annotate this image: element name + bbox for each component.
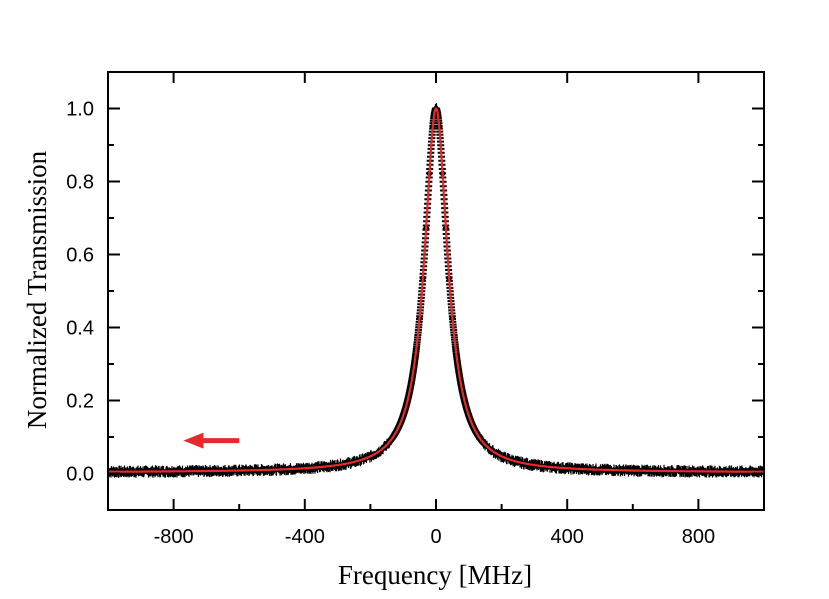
x-axis-title: Frequency [MHz] xyxy=(338,560,532,590)
y-tick-label: 0.4 xyxy=(66,318,94,340)
x-tick-label: -400 xyxy=(285,526,325,548)
axes-layer: -800 -400 0 400 800 0.0 0.2 0.4 0.6 0.8 1.0 xyxy=(66,71,765,548)
annotation-arrow-head xyxy=(183,432,204,449)
x-tick-label: 400 xyxy=(551,526,584,548)
x-tick-label: 0 xyxy=(430,526,441,548)
data-layer xyxy=(108,103,764,478)
measured-data-band xyxy=(108,103,764,478)
y-tick-label: 0.6 xyxy=(66,245,94,267)
x-tick-label: 800 xyxy=(682,526,715,548)
y-tick-label: 1.0 xyxy=(66,99,94,121)
y-axis-title: Normalized Transmission xyxy=(22,150,52,429)
plot-area xyxy=(108,103,764,478)
x-tick-label: -800 xyxy=(154,526,194,548)
fit-line xyxy=(108,106,764,473)
plot-frame xyxy=(107,71,765,511)
y-tick-label: 0.8 xyxy=(66,172,94,194)
measured-data-peak xyxy=(380,107,492,449)
y-tick-label: 0.2 xyxy=(66,391,94,413)
y-tick-label: 0.0 xyxy=(66,464,94,486)
